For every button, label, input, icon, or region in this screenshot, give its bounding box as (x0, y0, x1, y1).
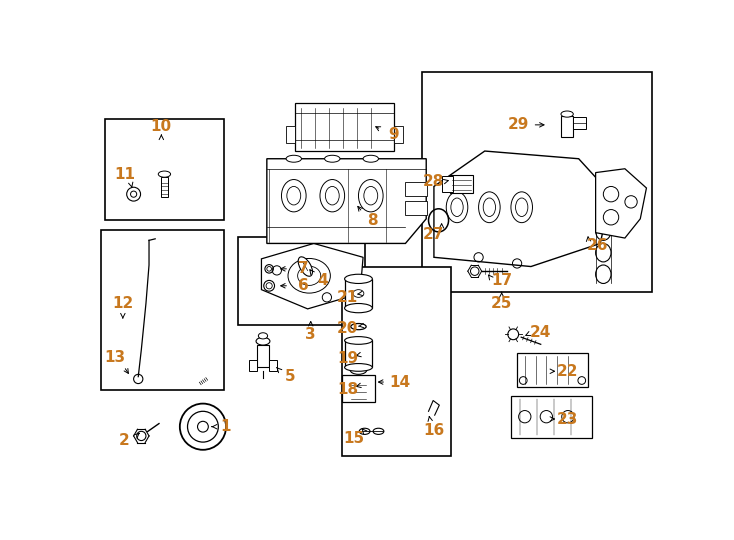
Text: 25: 25 (491, 296, 512, 311)
Polygon shape (267, 159, 426, 244)
Bar (257, 345, 269, 367)
Ellipse shape (286, 156, 302, 162)
Text: 4: 4 (318, 273, 328, 288)
Text: 21: 21 (337, 290, 358, 305)
Polygon shape (595, 169, 647, 238)
Bar (405, 201, 427, 215)
Ellipse shape (344, 303, 372, 313)
Text: 20: 20 (337, 321, 358, 336)
Ellipse shape (352, 361, 365, 367)
Ellipse shape (180, 403, 226, 450)
Bar (269, 360, 277, 372)
Ellipse shape (187, 411, 218, 442)
Ellipse shape (324, 156, 340, 162)
Text: 24: 24 (529, 325, 551, 340)
Ellipse shape (344, 274, 372, 284)
Text: 11: 11 (114, 167, 135, 181)
Text: 6: 6 (298, 278, 308, 293)
Text: 1: 1 (221, 419, 231, 434)
Ellipse shape (137, 431, 146, 441)
Text: 16: 16 (424, 423, 445, 438)
Text: 12: 12 (112, 296, 134, 311)
Bar (561, 116, 573, 137)
Ellipse shape (258, 333, 268, 339)
Bar (341, 375, 375, 402)
Ellipse shape (298, 257, 313, 276)
Text: 7: 7 (298, 261, 308, 276)
Bar (450, 175, 473, 193)
Bar (249, 360, 257, 372)
Ellipse shape (344, 336, 372, 345)
Bar (517, 353, 588, 387)
Text: 28: 28 (424, 174, 445, 190)
Bar (105, 119, 225, 220)
Text: 18: 18 (337, 382, 358, 397)
Ellipse shape (197, 421, 208, 432)
Bar (101, 230, 225, 390)
Bar (344, 340, 372, 367)
Text: 13: 13 (104, 350, 126, 365)
Text: 15: 15 (344, 431, 364, 445)
Bar (286, 126, 295, 143)
Text: 14: 14 (390, 375, 410, 389)
Text: 9: 9 (388, 126, 399, 141)
Text: 17: 17 (491, 273, 512, 288)
Bar (341, 267, 451, 456)
Text: 2: 2 (119, 433, 130, 448)
Polygon shape (261, 244, 363, 309)
Ellipse shape (344, 363, 372, 372)
Ellipse shape (159, 171, 170, 177)
Ellipse shape (561, 111, 573, 117)
Text: 23: 23 (556, 411, 578, 427)
Text: 3: 3 (305, 327, 316, 342)
Bar (422, 72, 652, 292)
Ellipse shape (350, 365, 367, 374)
Bar (405, 182, 427, 195)
Bar (573, 117, 586, 130)
Text: 22: 22 (556, 364, 578, 379)
Bar (295, 103, 394, 151)
Text: 29: 29 (508, 117, 529, 132)
Text: 27: 27 (424, 227, 445, 242)
Text: 10: 10 (150, 119, 172, 134)
Polygon shape (434, 151, 611, 267)
Text: 5: 5 (285, 369, 295, 384)
Ellipse shape (256, 338, 270, 345)
Bar (394, 126, 403, 143)
Bar (161, 177, 168, 197)
Bar (344, 279, 372, 308)
Bar (239, 237, 366, 325)
Ellipse shape (363, 156, 379, 162)
Text: 19: 19 (337, 352, 358, 367)
Bar (511, 396, 592, 438)
Bar (443, 177, 453, 192)
Text: 8: 8 (367, 213, 377, 228)
Text: 26: 26 (587, 238, 608, 253)
